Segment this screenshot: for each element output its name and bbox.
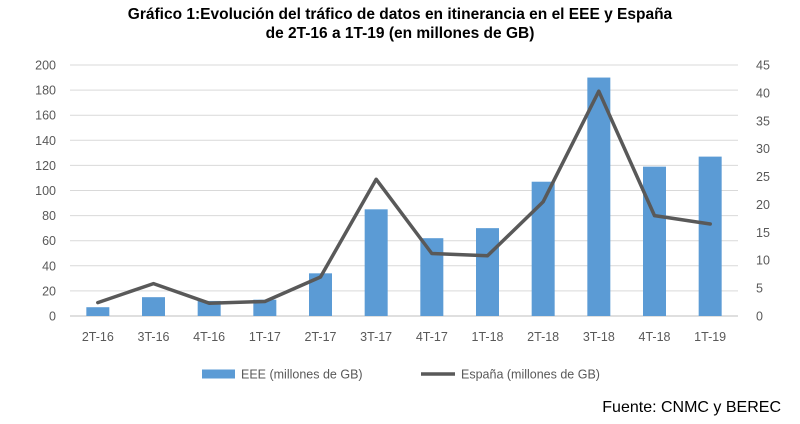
legend: EEE (millones de GB) España (millones de …: [202, 368, 600, 382]
eee-bar: [86, 307, 110, 316]
legend-eee-label: EEE (millones de GB): [241, 368, 363, 382]
left-axis-ticks: 0 20 40 60 80 100 120 140 160 180 200: [35, 59, 56, 324]
x-axis-tick-label: 1T-19: [694, 330, 726, 344]
legend-espana-label: España (millones de GB): [461, 368, 600, 382]
left-axis-tick-label: 0: [49, 310, 56, 324]
eee-bar-series: [86, 77, 722, 316]
legend-eee-swatch: [202, 369, 235, 379]
x-axis-tick-label: 1T-17: [249, 330, 281, 344]
x-axis-ticks: 2T-16 3T-16 4T-16 1T-17 2T-17 3T-17 4T-17 1T-18…: [82, 330, 726, 344]
left-axis-tick-label: 200: [35, 59, 56, 73]
x-axis-tick-label: 3T-17: [360, 330, 392, 344]
left-axis-tick-label: 100: [35, 184, 56, 198]
eee-bar: [364, 209, 388, 316]
right-axis-tick-label: 10: [756, 254, 770, 268]
espana-point: [486, 254, 489, 258]
chart-title: Gráfico 1:Evolución del tráfico de datos…: [0, 5, 800, 43]
eee-bar: [531, 181, 555, 316]
espana-point: [152, 282, 155, 286]
source-note: Fuente: CNMC y BEREC: [602, 399, 781, 416]
left-axis-tick-label: 140: [35, 134, 56, 148]
right-axis-tick-label: 35: [756, 114, 770, 128]
left-axis-tick-label: 20: [42, 284, 56, 298]
x-axis-tick-label: 4T-16: [193, 330, 225, 344]
x-axis-tick-label: 3T-18: [583, 330, 615, 344]
eee-bar: [643, 166, 666, 316]
eee-bar: [309, 273, 332, 316]
espana-line: [96, 89, 712, 305]
right-axis-tick-label: 15: [756, 226, 770, 240]
chart-title-line-1: Gráfico 1:Evolución del tráfico de datos…: [127, 6, 673, 23]
espana-point: [597, 89, 601, 93]
espana-point: [263, 299, 267, 303]
right-axis-tick-label: 25: [756, 170, 770, 184]
espana-point: [319, 275, 322, 279]
left-axis-tick-label: 120: [35, 159, 56, 173]
eee-bar: [142, 297, 165, 316]
espana-point: [96, 301, 100, 305]
left-axis-tick-label: 80: [42, 209, 56, 223]
x-axis-tick-label: 1T-18: [472, 330, 504, 344]
eee-bar: [476, 228, 499, 316]
right-axis-tick-label: 20: [756, 198, 770, 212]
right-axis-tick-label: 45: [756, 59, 770, 73]
espana-line-series: [96, 89, 712, 305]
espana-point: [430, 252, 434, 256]
x-axis-tick-label: 4T-17: [416, 330, 448, 344]
left-axis-tick-label: 40: [42, 259, 56, 273]
x-axis-tick-label: 2T-17: [305, 330, 337, 344]
right-axis-tick-label: 5: [756, 282, 763, 296]
x-axis-tick-label: 3T-16: [138, 330, 170, 344]
espana-point: [374, 177, 378, 181]
left-axis-tick-label: 160: [35, 109, 56, 123]
x-axis-tick-label: 2T-18: [527, 330, 559, 344]
left-axis-tick-label: 60: [42, 234, 56, 248]
eee-bar: [420, 238, 444, 316]
x-axis-tick-label: 2T-16: [82, 330, 114, 344]
right-axis-ticks: 0 5 10 15 20 25 30 35 40 45: [756, 59, 770, 324]
eee-bar: [253, 299, 277, 316]
gridlines: [70, 64, 738, 317]
eee-bar: [587, 77, 611, 316]
left-axis-tick-label: 180: [35, 84, 56, 98]
x-axis-tick-label: 4T-18: [639, 330, 671, 344]
right-axis-tick-label: 30: [756, 142, 770, 156]
right-axis-tick-label: 40: [756, 86, 770, 100]
right-axis-tick-label: 0: [756, 310, 763, 324]
eee-bar: [698, 156, 722, 316]
espana-point: [541, 200, 545, 204]
espana-point: [708, 222, 712, 226]
chart-title-line-2: de 2T-16 a 1T-19 (en millones de GB): [265, 25, 535, 42]
espana-point: [653, 214, 656, 218]
espana-point: [207, 301, 211, 305]
